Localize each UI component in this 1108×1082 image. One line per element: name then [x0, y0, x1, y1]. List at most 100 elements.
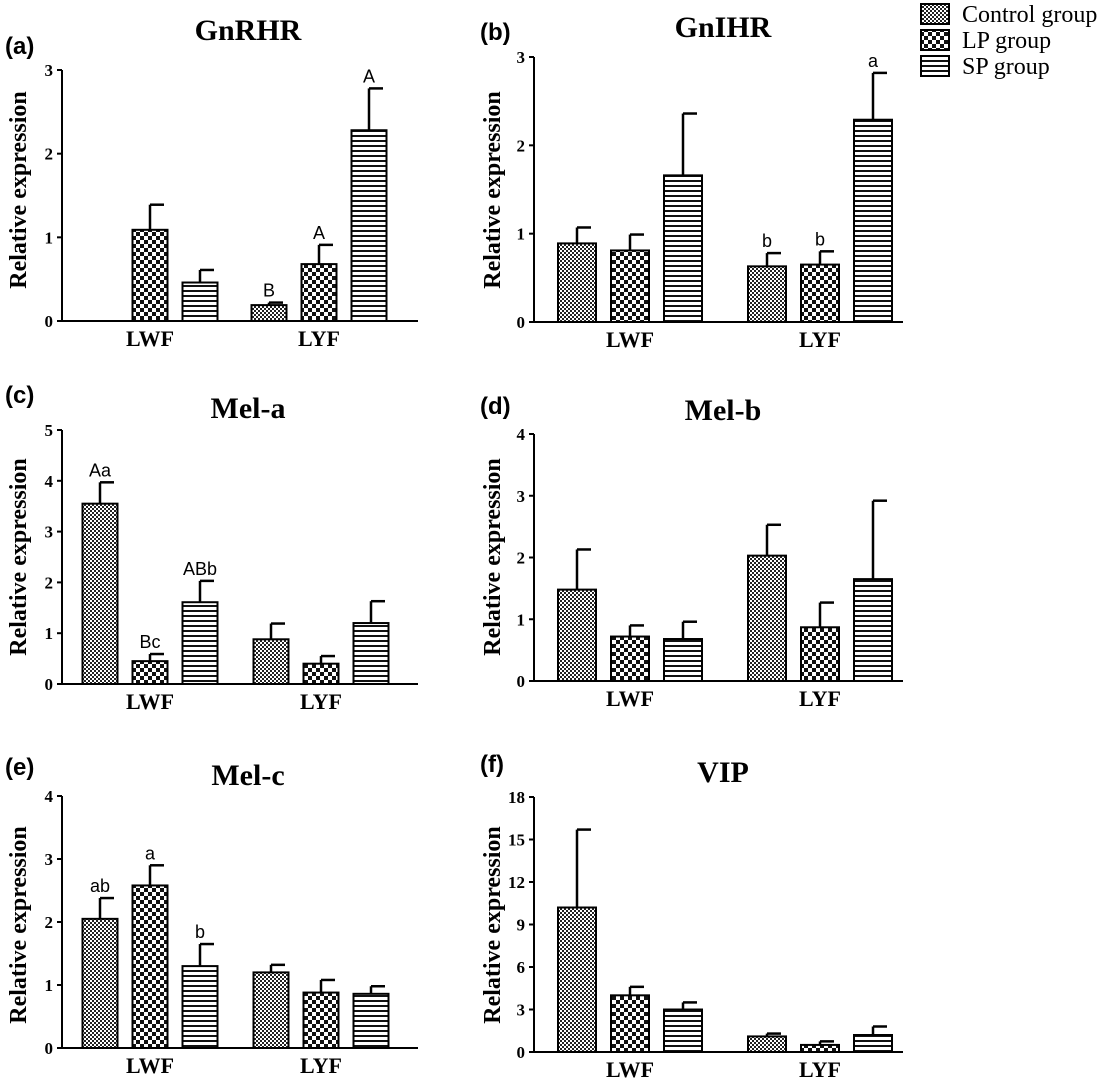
bar	[302, 662, 340, 685]
significance-label: A	[313, 223, 325, 243]
y-tick-label: 3	[45, 850, 54, 869]
x-category-label: LYF	[799, 1057, 841, 1082]
bar	[557, 242, 597, 323]
x-category-label: LWF	[126, 1053, 174, 1078]
y-tick-label: 1	[45, 228, 54, 247]
y-axis-label: Relative expression	[480, 458, 506, 656]
y-tick-label: 2	[45, 913, 54, 932]
y-tick-label: 1	[517, 610, 526, 629]
x-category-label: LYF	[300, 1053, 342, 1078]
bar	[300, 263, 338, 322]
chart-title: GnIHR	[675, 11, 772, 44]
legend-label: Control group	[962, 2, 1097, 28]
panel-label: (d)	[480, 393, 511, 420]
bar	[557, 588, 597, 682]
y-axis-label: Relative expression	[480, 826, 506, 1024]
chart-title: Mel-b	[685, 394, 762, 427]
bar	[747, 554, 787, 683]
y-axis-label: Relative expression	[480, 91, 506, 289]
bar	[663, 638, 703, 683]
y-tick-label: 0	[45, 675, 54, 694]
y-tick-label: 0	[517, 672, 526, 691]
x-category-label: LWF	[606, 686, 654, 711]
x-category-label: LWF	[126, 326, 174, 351]
bar	[610, 249, 650, 323]
chart-panel-b: (b) GnIHR Relative expression b b a 0 1 2 3 LWF LYF	[480, 11, 903, 352]
bar	[610, 994, 650, 1053]
panel-label: (f)	[480, 751, 504, 778]
y-tick-label: 3	[517, 1001, 526, 1020]
x-category-label: LWF	[126, 689, 174, 714]
significance-label: b	[815, 229, 825, 249]
y-tick-label: 15	[508, 831, 525, 850]
panel-label: (a)	[5, 33, 34, 60]
x-category-label: LWF	[606, 327, 654, 352]
legend-label: SP group	[962, 54, 1050, 80]
y-tick-label: 1	[517, 225, 526, 244]
legend-swatch	[920, 3, 950, 25]
bar	[557, 906, 597, 1053]
bar	[352, 622, 390, 685]
bar	[800, 263, 840, 324]
y-axis-label: Relative expression	[6, 91, 32, 289]
y-tick-label: 12	[508, 873, 525, 892]
bar	[350, 129, 388, 322]
chart-title: Mel-c	[211, 759, 284, 792]
bar	[747, 265, 787, 324]
y-axis-label: Relative expression	[6, 826, 32, 1024]
y-tick-label: 6	[517, 958, 526, 977]
y-tick-label: 0	[517, 313, 526, 332]
significance-label: Aa	[89, 460, 112, 480]
x-category-label: LYF	[799, 327, 841, 352]
bar	[853, 1034, 893, 1053]
y-tick-label: 2	[517, 549, 526, 568]
bar	[663, 1008, 703, 1053]
bar	[131, 660, 169, 686]
significance-label: B	[263, 281, 275, 301]
x-category-label: LYF	[300, 689, 342, 714]
chart-panel-d: (d) Mel-b Relative expression 0 1 2 3 4 LWF LYF	[480, 393, 903, 711]
y-tick-label: 0	[45, 312, 54, 331]
chart-title: GnRHR	[195, 14, 302, 47]
significance-label: ab	[90, 876, 110, 896]
chart-panel-f: (f) VIP Relative expression 0 3 6 9 12 15 18 LWF LY…	[480, 751, 903, 1082]
significance-label: b	[762, 231, 772, 251]
y-tick-label: 9	[517, 916, 526, 935]
significance-label: a	[145, 843, 156, 863]
bar	[181, 601, 219, 685]
y-tick-label: 4	[45, 787, 54, 806]
y-tick-label: 5	[45, 421, 54, 440]
bar	[81, 502, 119, 685]
bar	[747, 1035, 787, 1053]
y-tick-label: 1	[45, 976, 54, 995]
legend-swatch	[920, 55, 950, 77]
y-tick-label: 1	[45, 624, 54, 643]
x-category-label: LWF	[606, 1057, 654, 1082]
chart-panel-c: (c) Mel-a Relative expression Aa Bc ABb 0 1 2 3 4 5…	[5, 382, 418, 714]
y-tick-label: 0	[517, 1043, 526, 1062]
significance-label: b	[195, 922, 205, 942]
panel-label: (c)	[5, 382, 34, 409]
bar	[800, 1043, 840, 1053]
chart-title: Mel-a	[211, 392, 286, 425]
y-tick-label: 3	[45, 61, 54, 80]
bar	[252, 638, 290, 686]
bar	[302, 991, 340, 1049]
y-tick-label: 3	[45, 523, 54, 542]
bar	[181, 965, 219, 1049]
significance-label: Bc	[139, 632, 160, 652]
bar	[250, 304, 288, 322]
bar	[853, 578, 893, 682]
bar	[181, 281, 219, 323]
x-category-label: LYF	[298, 326, 340, 351]
y-tick-label: 4	[517, 425, 526, 444]
bar	[131, 228, 169, 322]
bar	[81, 917, 119, 1049]
bar	[800, 626, 840, 683]
y-tick-label: 18	[508, 788, 525, 807]
bar	[663, 174, 703, 323]
bar	[853, 118, 893, 324]
